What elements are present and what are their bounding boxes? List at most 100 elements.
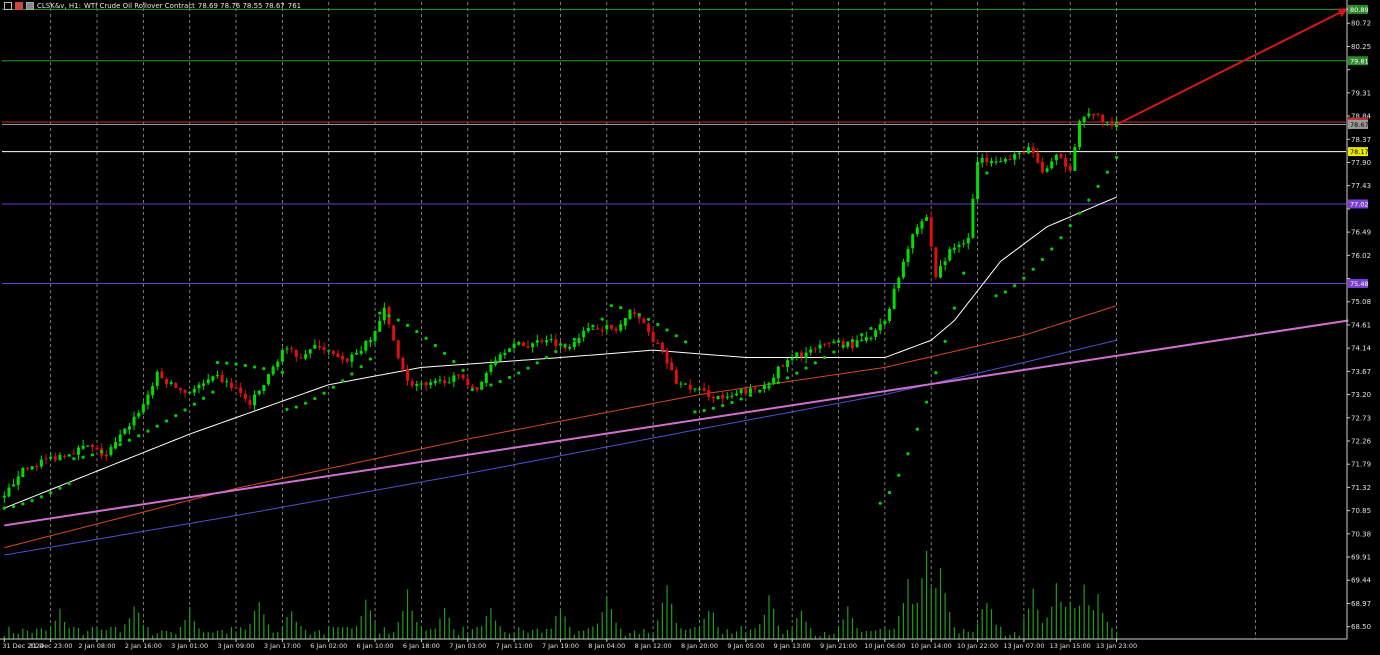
candle-body xyxy=(892,288,896,309)
candle-body xyxy=(447,382,451,384)
y-tick-label: 69.44 xyxy=(1351,577,1372,585)
sar-dot xyxy=(591,324,595,328)
candle-body xyxy=(63,456,67,458)
candle-body xyxy=(600,329,604,331)
candle xyxy=(433,377,437,386)
candle-body xyxy=(730,395,734,397)
candle xyxy=(104,449,108,462)
sar-dot xyxy=(767,385,771,389)
candle xyxy=(276,359,280,371)
sar-dot xyxy=(378,311,382,315)
candle xyxy=(114,436,118,450)
y-tick-label: 80.72 xyxy=(1351,20,1371,28)
candle-body xyxy=(911,234,915,249)
price-tag-label: 79.81 xyxy=(1350,57,1369,65)
candle xyxy=(748,383,752,395)
sar-dot xyxy=(1050,247,1054,251)
candle-body xyxy=(67,454,71,457)
candle xyxy=(406,364,410,386)
candle xyxy=(95,444,99,451)
candle-body xyxy=(809,349,813,353)
candle xyxy=(596,324,600,330)
candle xyxy=(174,382,178,389)
candle xyxy=(976,156,980,204)
candle xyxy=(554,333,558,351)
candle xyxy=(253,390,257,411)
candle-body xyxy=(165,378,169,385)
candle xyxy=(957,241,961,253)
sar-dot xyxy=(674,334,678,338)
candle xyxy=(1013,151,1017,166)
candle xyxy=(202,379,206,391)
candle xyxy=(642,316,646,325)
candle-body xyxy=(104,454,108,457)
candle xyxy=(832,338,836,344)
candle xyxy=(633,308,637,318)
candle-body xyxy=(35,465,39,467)
x-tick-label: 13 Jan 07:00 xyxy=(1003,642,1044,650)
candle xyxy=(790,353,794,362)
candle-body xyxy=(39,459,43,467)
sar-dot xyxy=(739,397,743,401)
sar-dot xyxy=(396,318,400,322)
candle xyxy=(781,363,785,368)
sar-dot xyxy=(813,361,817,365)
candle-body xyxy=(512,343,516,348)
sar-dot xyxy=(211,390,215,394)
candle xyxy=(1027,142,1031,154)
sar-dot xyxy=(39,495,43,499)
candle xyxy=(290,345,294,353)
candle-body xyxy=(95,447,99,450)
candle xyxy=(702,382,706,392)
candle xyxy=(1073,143,1077,171)
candle-body xyxy=(915,227,919,235)
candle-body xyxy=(976,161,980,200)
sar-dot xyxy=(452,360,456,364)
candle xyxy=(160,368,164,379)
candle xyxy=(1096,112,1100,118)
candle-body xyxy=(901,261,905,278)
candle xyxy=(16,470,20,491)
candle xyxy=(429,379,433,389)
sar-dot xyxy=(359,365,363,369)
sar-dot xyxy=(985,171,989,175)
candle xyxy=(707,385,711,401)
sar-dot xyxy=(303,401,308,405)
x-tick-label: 9 Jan 21:00 xyxy=(820,642,857,650)
sar-dot xyxy=(785,376,790,380)
price-tag xyxy=(1348,199,1368,209)
candle-body xyxy=(679,383,683,385)
x-tick-label: 8 Jan 20:00 xyxy=(681,642,718,650)
chart-type-icon[interactable] xyxy=(15,2,23,10)
candle-body xyxy=(938,266,942,278)
candle-body xyxy=(285,348,289,350)
candle xyxy=(127,422,131,435)
grid-icon[interactable] xyxy=(4,2,12,10)
symbol-description: WTI Crude Oil Rollover Contract xyxy=(83,2,195,10)
x-tick-label: 10 Jan 22:00 xyxy=(957,642,998,650)
candle xyxy=(44,453,48,465)
candle xyxy=(1101,113,1105,128)
candle xyxy=(1036,147,1040,164)
candle-body xyxy=(290,348,294,350)
candle-body xyxy=(1101,114,1105,123)
sar-dot xyxy=(897,473,901,477)
sar-dot xyxy=(971,234,975,239)
candle xyxy=(165,376,169,388)
candle xyxy=(586,322,590,334)
candle-body xyxy=(748,388,752,394)
candle-body xyxy=(772,377,776,384)
candle xyxy=(262,384,266,395)
candle xyxy=(1105,121,1109,127)
candle-body xyxy=(1003,159,1007,162)
template-icon[interactable] xyxy=(26,2,34,10)
candle xyxy=(688,379,692,394)
candle-body xyxy=(716,396,720,400)
candle-body xyxy=(753,387,757,390)
candle-body xyxy=(869,337,873,339)
candle xyxy=(776,365,780,384)
candle-body xyxy=(790,357,794,360)
candle-body xyxy=(846,341,850,347)
